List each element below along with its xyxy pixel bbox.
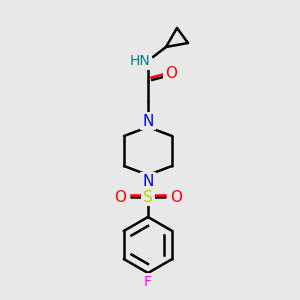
Text: O: O (165, 67, 177, 82)
Text: O: O (114, 190, 126, 205)
Text: N: N (142, 113, 154, 128)
Text: N: N (142, 173, 154, 188)
Text: F: F (144, 275, 152, 289)
Text: S: S (143, 190, 153, 205)
Text: O: O (170, 190, 182, 205)
Text: HN: HN (130, 54, 150, 68)
